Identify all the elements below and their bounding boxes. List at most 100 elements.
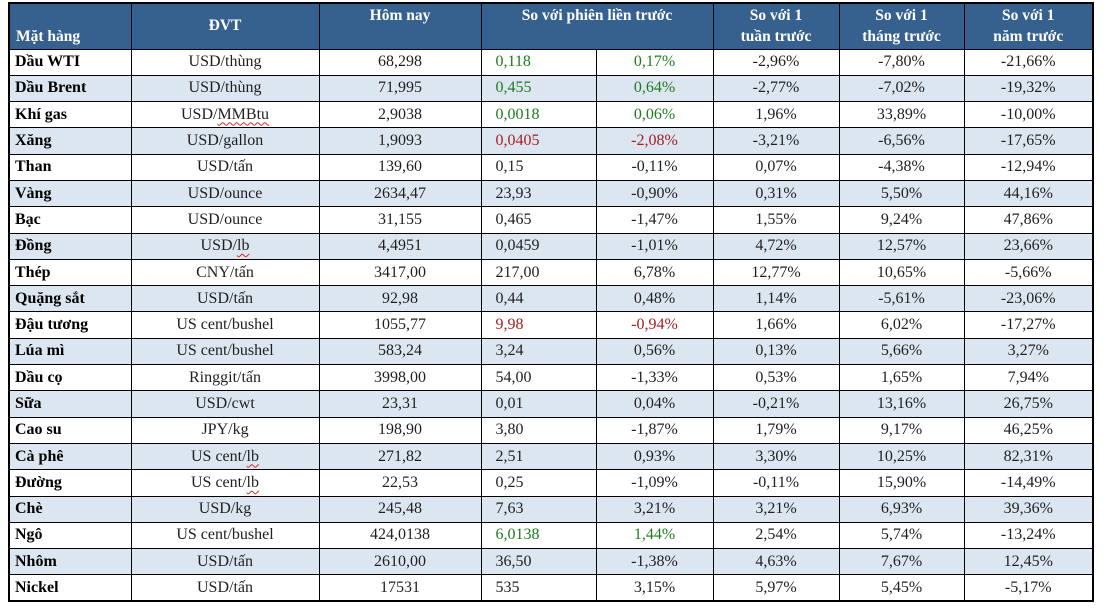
today-cell: 17531 [318, 574, 482, 602]
year-change-cell: -17,65% [963, 127, 1094, 155]
header-unit: ĐVT [130, 2, 320, 50]
change-pct-cell: 0,93% [595, 442, 714, 471]
unit-cell: USD/lb [130, 232, 320, 260]
year-change-cell: -17,27% [963, 311, 1094, 339]
year-change-cell: -12,94% [963, 153, 1094, 181]
change-cell: 0,0405 [480, 127, 597, 155]
change-cell: 0,44 [480, 285, 597, 313]
month-change-cell: 13,16% [838, 390, 965, 418]
commodity-name-cell: Nickel [8, 574, 132, 602]
table-row: Đồng USD/lb 4,4951 0,0459 -1,01% 4,72% 12,57% 2… [8, 232, 1094, 260]
month-change-cell: 33,89% [838, 101, 965, 129]
year-change-cell: -5,17% [963, 574, 1094, 602]
week-change-cell: 12,77% [712, 258, 840, 287]
month-change-cell: 5,66% [838, 337, 965, 366]
commodity-name-cell: Xăng [8, 127, 132, 155]
header-prev-session: So với phiên liền trước [480, 2, 714, 50]
table-row: Dầu WTI USD/thùng 68,298 0,118 0,17% -2,96% -7… [8, 48, 1094, 76]
table-row: Chè USD/kg 245,48 7,63 3,21% 3,21% 6,93% 39,36% [8, 495, 1094, 523]
change-cell: 0,455 [480, 74, 597, 103]
unit-cell: US cent/bushel [130, 311, 320, 339]
change-cell: 0,465 [480, 206, 597, 234]
commodity-name-cell: Đường [8, 469, 132, 497]
month-change-cell: 6,93% [838, 495, 965, 523]
header-row: Mặt hàng ĐVT Hôm nay So với phiên liền t… [8, 2, 1094, 50]
week-change-cell: -2,96% [712, 48, 840, 76]
week-change-cell: 4,63% [712, 548, 840, 576]
change-cell: 0,118 [480, 48, 597, 76]
month-change-cell: 5,45% [838, 574, 965, 602]
commodity-name-cell: Dầu WTI [8, 48, 132, 76]
unit-cell: USD/tấn [130, 153, 320, 181]
commodity-name-cell: Lúa mì [8, 337, 132, 366]
today-cell: 198,90 [318, 416, 482, 444]
table-body: Dầu WTI USD/thùng 68,298 0,118 0,17% -2,96% -7… [8, 48, 1094, 602]
change-cell: 23,93 [480, 179, 597, 208]
change-pct-cell: -1,47% [595, 206, 714, 234]
today-cell: 424,0138 [318, 521, 482, 550]
week-change-cell: 1,55% [712, 206, 840, 234]
spellcheck-squiggle-word: lb [246, 473, 259, 491]
commodity-name-cell: Than [8, 153, 132, 181]
change-pct-cell: 3,21% [595, 495, 714, 523]
week-change-cell: -3,21% [712, 127, 840, 155]
unit-cell: US cent/lb [130, 469, 320, 497]
today-cell: 3998,00 [318, 364, 482, 392]
change-pct-cell: -1,09% [595, 469, 714, 497]
year-change-cell: 23,66% [963, 232, 1094, 260]
month-change-cell: 1,65% [838, 364, 965, 392]
month-change-cell: 6,02% [838, 311, 965, 339]
month-change-cell: 10,25% [838, 442, 965, 471]
change-pct-cell: -0,94% [595, 311, 714, 339]
today-cell: 22,53 [318, 469, 482, 497]
week-change-cell: 4,72% [712, 232, 840, 260]
year-change-cell: -19,32% [963, 74, 1094, 103]
change-cell: 3,80 [480, 416, 597, 444]
year-change-cell: -13,24% [963, 521, 1094, 550]
change-cell: 535 [480, 574, 597, 602]
header-year: So với 1 năm trước [963, 2, 1094, 50]
unit-cell: USD/thùng [130, 74, 320, 103]
year-change-cell: -14,49% [963, 469, 1094, 497]
year-change-cell: 26,75% [963, 390, 1094, 418]
month-change-cell: -7,80% [838, 48, 965, 76]
change-pct-cell: -1,01% [595, 232, 714, 260]
unit-cell: USD/kg [130, 495, 320, 523]
change-cell: 0,01 [480, 390, 597, 418]
change-pct-cell: -1,87% [595, 416, 714, 444]
month-change-cell: 12,57% [838, 232, 965, 260]
unit-cell: JPY/kg [130, 416, 320, 444]
today-cell: 2,9038 [318, 101, 482, 129]
month-change-cell: -5,61% [838, 285, 965, 313]
change-cell: 7,63 [480, 495, 597, 523]
table-row: Nhôm USD/tấn 2610,00 36,50 -1,38% 4,63% 7,67% 1… [8, 548, 1094, 576]
change-pct-cell: 0,56% [595, 337, 714, 366]
table-row: Than USD/tấn 139,60 0,15 -0,11% 0,07% -4,38% -1… [8, 153, 1094, 181]
unit-cell: USD/tấn [130, 574, 320, 602]
week-change-cell: -0,11% [712, 469, 840, 497]
change-cell: 9,98 [480, 311, 597, 339]
today-cell: 23,31 [318, 390, 482, 418]
table-row: Khí gas USD/MMBtu 2,9038 0,0018 0,06% 1,96% 33… [8, 101, 1094, 129]
header-week: So với 1 tuần trước [712, 2, 840, 50]
commodity-name-cell: Đồng [8, 232, 132, 260]
change-cell: 0,0018 [480, 101, 597, 129]
commodity-price-table: Mặt hàng ĐVT Hôm nay So với phiên liền t… [8, 2, 1094, 603]
today-cell: 2634,47 [318, 179, 482, 208]
week-change-cell: 3,21% [712, 495, 840, 523]
week-change-cell: -2,77% [712, 74, 840, 103]
unit-cell: USD/ounce [130, 206, 320, 234]
today-cell: 2610,00 [318, 548, 482, 576]
unit-cell: USD/gallon [130, 127, 320, 155]
change-cell: 6,0138 [480, 521, 597, 550]
unit-cell: US cent/bushel [130, 337, 320, 366]
week-change-cell: 1,14% [712, 285, 840, 313]
unit-cell: USD/MMBtu [130, 101, 320, 129]
today-cell: 71,995 [318, 74, 482, 103]
change-cell: 3,24 [480, 337, 597, 366]
change-cell: 0,0459 [480, 232, 597, 260]
table-row: Dầu cọ Ringgit/tấn 3998,00 54,00 -1,33% 0,53%… [8, 364, 1094, 392]
year-change-cell: 7,94% [963, 364, 1094, 392]
year-change-cell: -5,66% [963, 258, 1094, 287]
month-change-cell: 5,74% [838, 521, 965, 550]
